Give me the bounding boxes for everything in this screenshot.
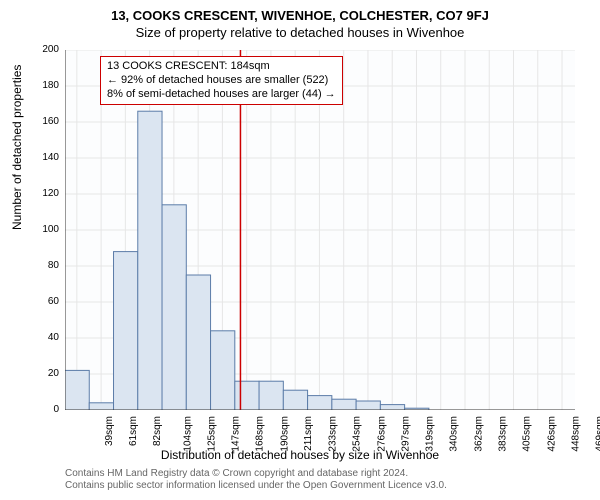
x-tick-label: 104sqm <box>182 416 193 452</box>
x-tick-label: 448sqm <box>570 416 581 452</box>
y-axis-label: Number of detached properties <box>10 65 24 230</box>
y-tick-label: 200 <box>29 44 59 55</box>
page-subtitle: Size of property relative to detached ho… <box>0 23 600 40</box>
page-title: 13, COOKS CRESCENT, WIVENHOE, COLCHESTER… <box>0 0 600 23</box>
y-tick-label: 20 <box>29 368 59 379</box>
x-tick-label: 469sqm <box>595 416 600 452</box>
x-tick-label: 211sqm <box>303 416 314 451</box>
x-tick-label: 319sqm <box>425 416 436 452</box>
y-tick-label: 40 <box>29 332 59 343</box>
x-tick-label: 276sqm <box>376 416 387 452</box>
x-tick-label: 340sqm <box>449 416 460 452</box>
x-tick-label: 426sqm <box>546 416 557 452</box>
annotation-line-3: 8% of semi-detached houses are larger (4… <box>107 88 336 102</box>
y-tick-label: 140 <box>29 152 59 163</box>
credits-line-1: Contains HM Land Registry data © Crown c… <box>65 468 447 480</box>
chart-area: 13 COOKS CRESCENT: 184sqm ← 92% of detac… <box>65 50 575 410</box>
x-tick-label: 61sqm <box>128 416 139 446</box>
y-tick-label: 120 <box>29 188 59 199</box>
y-tick-label: 100 <box>29 224 59 235</box>
x-tick-label: 168sqm <box>255 416 266 452</box>
x-tick-label: 233sqm <box>328 416 339 452</box>
x-tick-label: 405sqm <box>522 416 533 452</box>
y-tick-label: 180 <box>29 80 59 91</box>
x-tick-label: 297sqm <box>401 416 412 452</box>
x-tick-label: 383sqm <box>498 416 509 452</box>
x-tick-label: 82sqm <box>152 416 163 446</box>
y-tick-label: 60 <box>29 296 59 307</box>
credits: Contains HM Land Registry data © Crown c… <box>65 468 447 492</box>
y-tick-label: 160 <box>29 116 59 127</box>
y-tick-label: 80 <box>29 260 59 271</box>
annotation-line-2: ← 92% of detached houses are smaller (52… <box>107 74 336 88</box>
reference-annotation: 13 COOKS CRESCENT: 184sqm ← 92% of detac… <box>100 56 343 105</box>
y-tick-label: 0 <box>29 404 59 415</box>
x-tick-label: 190sqm <box>279 416 290 452</box>
x-tick-label: 362sqm <box>473 416 484 452</box>
credits-line-2: Contains public sector information licen… <box>65 480 447 492</box>
annotation-line-1: 13 COOKS CRESCENT: 184sqm <box>107 60 336 74</box>
x-tick-label: 147sqm <box>231 416 242 452</box>
x-axis-label: Distribution of detached houses by size … <box>0 448 600 462</box>
x-tick-label: 125sqm <box>206 416 217 452</box>
x-tick-label: 254sqm <box>352 416 363 452</box>
x-tick-label: 39sqm <box>104 416 115 446</box>
